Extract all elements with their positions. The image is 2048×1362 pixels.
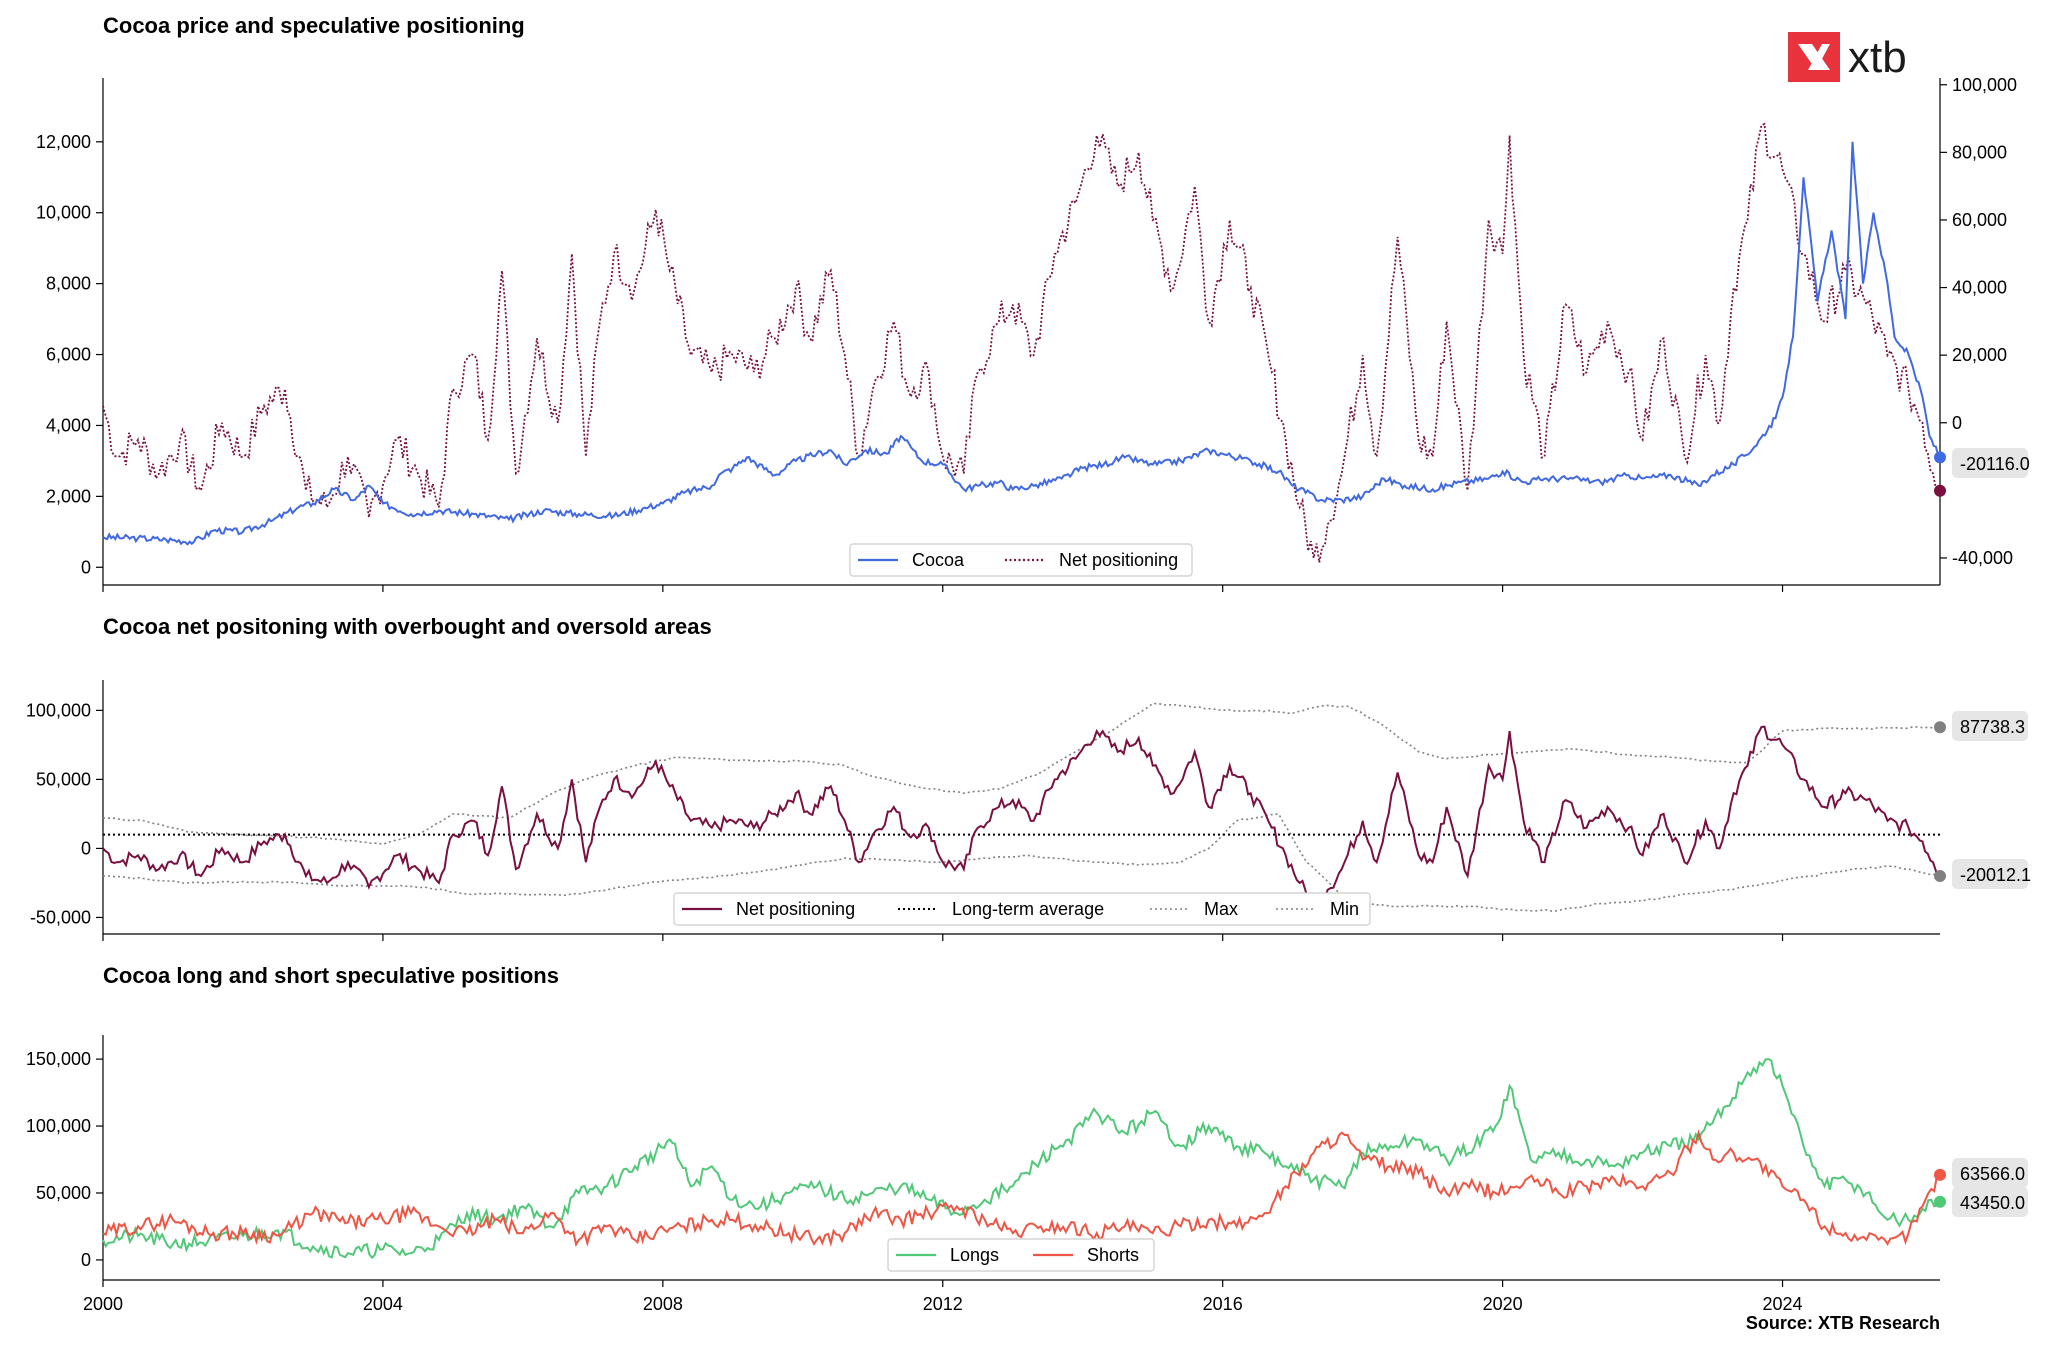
- x-tick-label: 2000: [83, 1294, 123, 1314]
- xtb-logo: xtb: [1788, 32, 1907, 82]
- x-tick-label: 2012: [923, 1294, 963, 1314]
- end-label-net-positioning: -20116.0: [1960, 454, 2030, 474]
- panel-longs-shorts: Cocoa long and short speculative positio…: [26, 963, 2028, 1314]
- series-net-positioning-line: [102, 725, 1941, 908]
- series-longs-line: [102, 1058, 1941, 1260]
- panel3-series: [102, 1058, 1946, 1260]
- shorts-end-marker: [1934, 1168, 1946, 1181]
- end-label-min: -20012.1: [1960, 865, 2031, 885]
- y-tick-label: -50,000: [30, 907, 91, 927]
- panel2-title: Cocoa net positoning with overbought and…: [103, 614, 712, 639]
- min-end-marker: [1934, 870, 1946, 883]
- x-tick-label: 2008: [643, 1294, 683, 1314]
- panel1-series: [102, 122, 1946, 563]
- y-right-tick-label: 0: [1952, 413, 1962, 433]
- longs-end-marker: [1934, 1195, 1946, 1208]
- legend-net-positioning-label: Net positioning: [1059, 550, 1178, 570]
- xtb-logo-text: xtb: [1848, 33, 1907, 82]
- panel-net-positioning-bands: Cocoa net positoning with overbought and…: [26, 614, 2031, 941]
- y-tick-label: 50,000: [36, 1183, 91, 1203]
- y-tick-label: 150,000: [26, 1049, 91, 1069]
- y-right-tick-label: 40,000: [1952, 278, 2007, 298]
- y-right-tick-label: 80,000: [1952, 142, 2007, 162]
- panel2-legend: Net positioning Long-term average Max Mi…: [673, 892, 1371, 926]
- legend-cocoa-label: Cocoa: [912, 550, 965, 570]
- y-right-tick-label: -40,000: [1952, 548, 2013, 568]
- panel1-end-label: -20116.0: [1952, 448, 2030, 478]
- y-tick-label: 10,000: [36, 203, 91, 223]
- y-tick-label: 50,000: [36, 769, 91, 789]
- y-right-tick-label: 60,000: [1952, 210, 2007, 230]
- legend-max-label: Max: [1204, 899, 1238, 919]
- y-tick-label: 100,000: [26, 700, 91, 720]
- series-shorts-line: [102, 1129, 1941, 1248]
- series-net-positioning-line: [102, 122, 1941, 563]
- x-tick-label: 2016: [1203, 1294, 1243, 1314]
- panel-price-positioning: Cocoa price and speculative positioning …: [36, 13, 2030, 592]
- y-tick-label: 0: [81, 1250, 91, 1270]
- x-tick-label: 2024: [1763, 1294, 1803, 1314]
- max-end-marker: [1934, 721, 1946, 734]
- y-tick-label: 0: [81, 838, 91, 858]
- net-end-marker: [1934, 484, 1946, 497]
- panel2-axes: -50,000 0 50,000 100,000: [26, 680, 1940, 941]
- panel3-legend: Longs Shorts: [887, 1238, 1155, 1272]
- series-min-line: [103, 813, 1941, 913]
- panel3-title: Cocoa long and short speculative positio…: [103, 963, 559, 988]
- legend-min-label: Min: [1330, 899, 1359, 919]
- source-note: Source: XTB Research: [1746, 1313, 1940, 1333]
- series-max-line: [102, 702, 1941, 846]
- y-tick-label: 2,000: [46, 486, 91, 506]
- panel2-series: [102, 702, 1946, 913]
- end-label-max: 87738.3: [1960, 717, 2025, 737]
- x-tick-label: 2020: [1483, 1294, 1523, 1314]
- y-tick-label: 6,000: [46, 345, 91, 365]
- panel1-legend: Cocoa Net positioning: [849, 543, 1193, 577]
- legend-net-label: Net positioning: [736, 899, 855, 919]
- y-tick-label: 8,000: [46, 274, 91, 294]
- legend-average-label: Long-term average: [952, 899, 1104, 919]
- legend-longs-label: Longs: [950, 1245, 999, 1265]
- y-right-tick-label: 100,000: [1952, 75, 2017, 95]
- cocoa-end-marker: [1934, 451, 1946, 464]
- panel1-axes: 0 2,000 4,000 6,000 8,000 10,000 12,000 -40,000…: [36, 75, 2017, 592]
- x-tick-label: 2004: [363, 1294, 403, 1314]
- end-label-shorts: 63566.0: [1960, 1164, 2025, 1184]
- panel3-end-labels: 63566.0 43450.0: [1952, 1158, 2028, 1217]
- legend-shorts-label: Shorts: [1087, 1245, 1139, 1265]
- panel3-axes: 0 50,000 100,000 150,000 2000 2004 2008 2012 201…: [26, 1035, 1940, 1314]
- y-tick-label: 4,000: [46, 415, 91, 435]
- y-right-tick-label: 20,000: [1952, 345, 2007, 365]
- y-tick-label: 100,000: [26, 1116, 91, 1136]
- series-cocoa-line: [102, 141, 1941, 546]
- panel2-end-labels: 87738.3 -20012.1: [1952, 711, 2031, 889]
- y-tick-label: 12,000: [36, 132, 91, 152]
- y-tick-label: 0: [81, 557, 91, 577]
- panel1-title: Cocoa price and speculative positioning: [103, 13, 525, 38]
- end-label-longs: 43450.0: [1960, 1193, 2025, 1213]
